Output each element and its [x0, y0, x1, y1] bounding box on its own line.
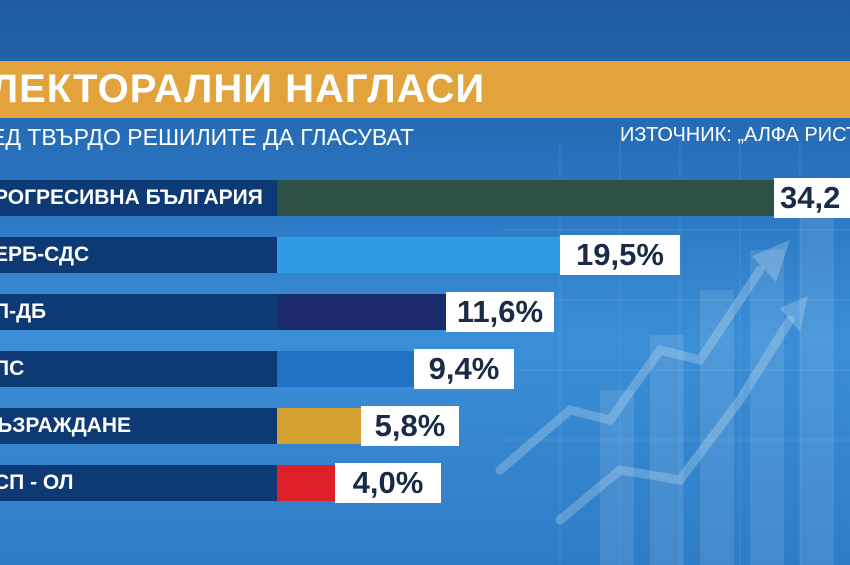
bar-category-label: ЕРБ-СДС [0, 243, 90, 266]
bar [277, 351, 414, 387]
bar-value-label: 11,6% [446, 292, 554, 332]
bar-label-box: РОГРЕСИВНА БЪЛГАРИЯ [0, 180, 277, 216]
bar-value-label: 34,2 [774, 178, 850, 218]
bar [277, 408, 361, 444]
bar-value-label: 5,8% [361, 406, 459, 446]
bar [277, 180, 774, 216]
bar-label-box: П-ДБ [0, 294, 277, 330]
source-label: ИЗТОЧНИК: „АЛФА РИСЪ [620, 124, 850, 146]
bar-value-label: 9,4% [414, 349, 514, 389]
bar-label-box: ЪЗРАЖДАНЕ [0, 408, 277, 444]
bar-label-box: ЕРБ-СДС [0, 237, 277, 273]
bar-category-label: РОГРЕСИВНА БЪЛГАРИЯ [0, 186, 263, 209]
bar [277, 465, 335, 501]
bar-value-label: 19,5% [560, 235, 680, 275]
bar [277, 237, 560, 273]
bar-category-label: ЪЗРАЖДАНЕ [0, 414, 132, 437]
chart-subtitle: ЕД ТВЪРДО РЕШИЛИТЕ ДА ГЛАСУВАТ [0, 124, 414, 150]
bar-label-box: ПС [0, 351, 277, 387]
bar-category-label: П-ДБ [0, 300, 47, 323]
chart-title: ЛЕКТОРАЛНИ НАГЛАСИ [0, 67, 486, 111]
bar [277, 294, 446, 330]
title-banner: ЛЕКТОРАЛНИ НАГЛАСИ [0, 61, 850, 118]
bar-value-label: 4,0% [335, 463, 441, 503]
bar-label-box: СП - ОЛ [0, 465, 277, 501]
bar-category-label: ПС [0, 357, 25, 380]
bar-category-label: СП - ОЛ [0, 471, 74, 494]
